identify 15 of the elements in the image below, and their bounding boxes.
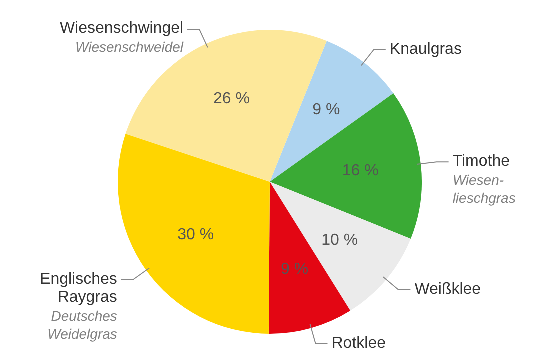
data-label: 10 %	[322, 232, 358, 250]
data-label: 26 %	[214, 90, 250, 108]
data-label: 9 %	[281, 261, 309, 278]
text: Wiesen-lieschgras	[452, 172, 516, 206]
data-label: 9 %	[312, 102, 340, 119]
slice-label: Rotklee	[332, 334, 386, 353]
data-label: 30 %	[178, 226, 214, 244]
slice-label: Wiesenschwingel	[60, 20, 184, 38]
slice-label: Englisches Raygras	[40, 270, 118, 307]
slice-label: Timothe	[452, 153, 512, 172]
slice-label: Knaulgras	[390, 40, 462, 59]
slice-label: Weißklee	[414, 280, 482, 299]
text: Deutsches Weidelgras	[48, 308, 118, 342]
data-label: 16 %	[342, 162, 379, 180]
text: Wiesenschweidel	[76, 39, 184, 56]
